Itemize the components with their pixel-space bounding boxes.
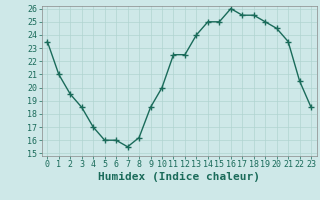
X-axis label: Humidex (Indice chaleur): Humidex (Indice chaleur) [98,172,260,182]
